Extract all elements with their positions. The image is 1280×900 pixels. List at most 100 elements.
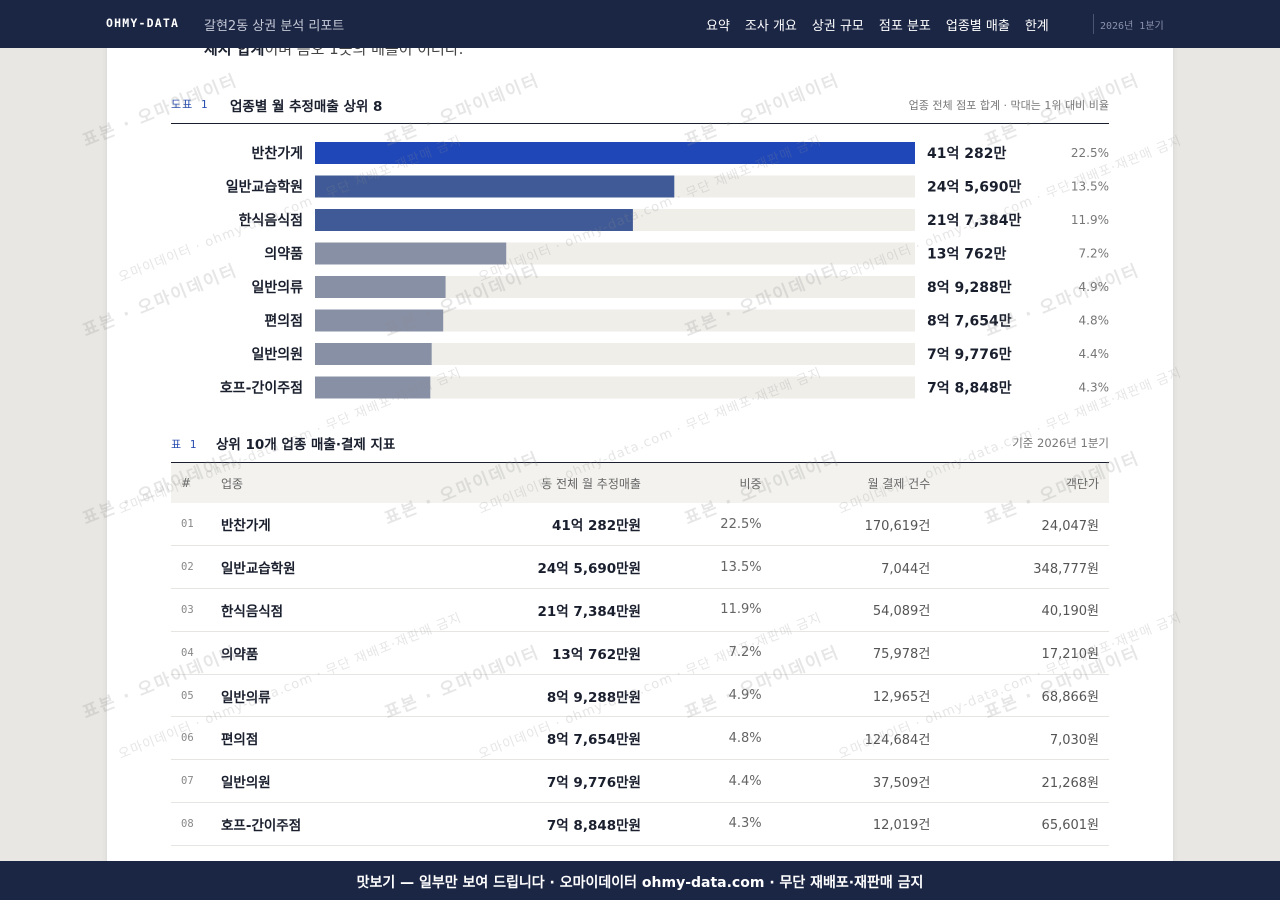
row-no: 05 — [171, 674, 211, 718]
row-share: 13.5% — [650, 545, 772, 590]
bar-category-label: 일반교습학원 — [226, 179, 303, 196]
bar-share-label: 4.9% — [1079, 280, 1110, 294]
table-row: 05 일반의류 8억 9,288만원 4.9% 12,965건 68,866원 — [171, 674, 1109, 718]
figure-note: 업종 전체 점포 합계 · 막대는 1위 대비 비율 — [908, 99, 1109, 112]
row-avg: 24,047원 — [940, 503, 1109, 547]
row-count: 75,978건 — [771, 631, 941, 675]
row-count: 37,509건 — [771, 759, 941, 804]
bar-category-label: 호프-간이주점 — [220, 380, 303, 397]
figure-label: 도표 1 — [171, 98, 209, 111]
col-header-avg: 객단가 — [940, 463, 1109, 503]
row-share: 4.9% — [650, 674, 772, 718]
col-header-name: 업종 — [211, 463, 409, 503]
nav-divider — [1093, 14, 1094, 34]
row-share: 11.9% — [650, 588, 772, 632]
sales-bar-chart: 반찬가게 41억 282만 22.5% 일반교습학원 24억 5,690만 13.5% 한식… — [220, 142, 1110, 399]
nav-item-overview[interactable]: 조사 개요 — [744, 19, 797, 34]
bar-share-label: 4.3% — [1079, 381, 1110, 395]
nav-item-store-distribution[interactable]: 점포 분포 — [878, 19, 931, 34]
row-avg: 40,190원 — [940, 588, 1109, 632]
bar — [315, 175, 675, 198]
row-name: 일반교습학원 — [211, 545, 409, 590]
bar-value-label: 13억 762만 — [927, 247, 1006, 263]
row-sales: 7억 9,776만원 — [408, 759, 651, 804]
sales-table: # 업종 동 전체 월 추정매출 비중 월 결제 건수 객단가 01 반찬가게 … — [171, 463, 1109, 846]
nav-item-limits[interactable]: 한계 — [1024, 19, 1049, 34]
table-row: 03 한식음식점 21억 7,384만원 11.9% 54,089건 40,19… — [171, 588, 1109, 632]
row-sales: 13억 762만원 — [408, 631, 651, 675]
row-count: 170,619건 — [771, 503, 941, 547]
footer-text: 맛보기 — 일부만 보여 드립니다 · 오마이데이터 ohmy-data.com… — [356, 875, 924, 891]
bar — [315, 343, 432, 365]
row-name: 반찬가게 — [211, 503, 409, 547]
bar-category-label: 반찬가게 — [251, 145, 303, 162]
bar — [315, 242, 507, 265]
row-count: 124,684건 — [771, 716, 941, 761]
table-title: 상위 10개 업종 매출·결제 지표 — [216, 437, 396, 453]
bar-share-label: 13.5% — [1071, 180, 1109, 194]
row-share: 4.8% — [650, 716, 772, 761]
table-header: 표 1 상위 10개 업종 매출·결제 지표 기준 2026년 1분기 — [171, 433, 1109, 463]
brand-logo[interactable]: OHMY-DATA — [106, 16, 180, 30]
table-row: 04 의약품 13억 762만원 7.2% 75,978건 17,210원 — [171, 631, 1109, 675]
bar-share-label: 11.9% — [1071, 213, 1109, 227]
bar-share-label: 7.2% — [1079, 247, 1110, 261]
table-note: 기준 2026년 1분기 — [1012, 436, 1109, 450]
preview-footer-bar: 맛보기 — 일부만 보여 드립니다 · 오마이데이터 ohmy-data.com… — [0, 861, 1280, 900]
row-sales: 8억 9,288만원 — [408, 674, 651, 718]
bar — [315, 309, 444, 332]
row-share: 4.4% — [650, 759, 772, 804]
bar-track — [315, 343, 915, 365]
bar-category-label: 의약품 — [264, 246, 303, 263]
bar-share-label: 4.8% — [1079, 314, 1110, 328]
bar — [315, 276, 446, 298]
bar-category-label: 편의점 — [264, 313, 303, 330]
row-name: 일반의원 — [211, 759, 409, 804]
row-no: 01 — [171, 503, 211, 547]
bar-category-label: 일반의원 — [251, 346, 303, 363]
col-header-sales: 동 전체 월 추정매출 — [408, 463, 651, 503]
bar — [315, 142, 915, 164]
row-sales: 24억 5,690만원 — [408, 545, 651, 590]
table-header-row: # 업종 동 전체 월 추정매출 비중 월 결제 건수 객단가 — [171, 463, 1109, 503]
bar-value-label: 7억 8,848만 — [927, 381, 1012, 397]
row-sales: 7억 8,848만원 — [408, 802, 651, 846]
row-no: 02 — [171, 545, 211, 590]
row-avg: 17,210원 — [940, 631, 1109, 675]
bar-value-label: 7억 9,776만 — [927, 347, 1012, 363]
bar — [315, 209, 633, 231]
col-header-share: 비중 — [650, 463, 772, 503]
row-sales: 8억 7,654만원 — [408, 716, 651, 761]
bar-track — [315, 276, 915, 298]
row-no: 07 — [171, 759, 211, 804]
bar-value-label: 8억 9,288만 — [927, 280, 1012, 296]
col-header-count: 월 결제 건수 — [771, 463, 941, 503]
bar-value-label: 21억 7,384만 — [927, 213, 1022, 229]
top-nav-bar: OHMY-DATA 갈현2동 상권 분석 리포트 요약 조사 개요 상권 규모 … — [0, 0, 1280, 48]
row-avg: 65,601원 — [940, 802, 1109, 846]
row-name: 호프-간이주점 — [211, 802, 409, 846]
bar-value-label: 24억 5,690만 — [927, 180, 1022, 196]
row-share: 22.5% — [650, 503, 772, 547]
bar — [315, 376, 431, 399]
row-no: 06 — [171, 716, 211, 761]
bar-value-label: 41억 282만 — [927, 146, 1006, 162]
nav-item-market-size[interactable]: 상권 규모 — [811, 19, 864, 34]
report-title: 갈현2동 상권 분석 리포트 — [204, 19, 345, 34]
row-name: 일반의류 — [211, 674, 409, 718]
nav-item-summary[interactable]: 요약 — [706, 19, 730, 34]
bar-category-label: 한식음식점 — [239, 212, 303, 229]
bar-value-label: 8억 7,654만 — [927, 314, 1012, 330]
col-header-no: # — [171, 463, 211, 503]
row-count: 7,044건 — [771, 545, 941, 590]
bar-category-label: 일반의류 — [251, 279, 303, 296]
bar-share-label: 4.4% — [1079, 347, 1110, 361]
row-avg: 21,268원 — [940, 759, 1109, 804]
nav-item-sales-by-industry[interactable]: 업종별 매출 — [945, 19, 1010, 34]
table-row: 07 일반의원 7억 9,776만원 4.4% 37,509건 21,268원 — [171, 759, 1109, 804]
row-no: 04 — [171, 631, 211, 675]
row-name: 한식음식점 — [211, 588, 409, 632]
row-avg: 348,777원 — [940, 545, 1109, 590]
nav-menu: 요약 조사 개요 상권 규모 점포 분포 업종별 매출 한계 — [706, 15, 1064, 34]
bar-track — [315, 376, 915, 399]
